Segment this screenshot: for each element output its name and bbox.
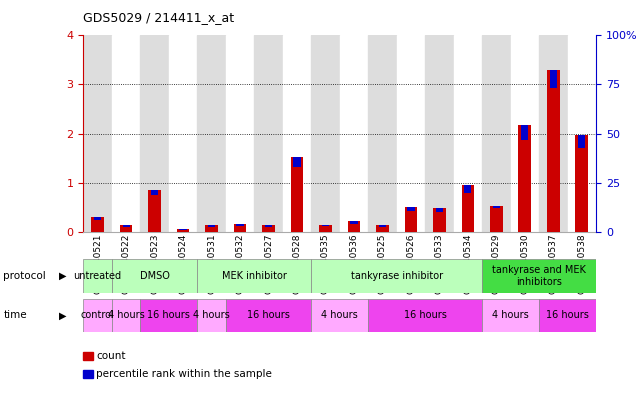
Bar — [368, 35, 397, 232]
Bar — [576, 135, 588, 232]
Bar — [312, 259, 482, 293]
Bar — [319, 225, 332, 232]
Bar — [425, 35, 454, 232]
Bar — [322, 225, 329, 226]
Text: 16 hours: 16 hours — [404, 310, 447, 320]
Bar — [112, 35, 140, 232]
Text: 4 hours: 4 hours — [193, 310, 230, 320]
Bar — [83, 35, 112, 232]
Bar — [226, 35, 254, 232]
Bar — [197, 299, 226, 332]
Bar — [208, 225, 215, 227]
Bar — [462, 185, 474, 232]
Text: tankyrase inhibitor: tankyrase inhibitor — [351, 271, 443, 281]
Text: 16 hours: 16 hours — [546, 310, 589, 320]
Bar — [151, 190, 158, 195]
Text: percentile rank within the sample: percentile rank within the sample — [96, 369, 272, 379]
Bar — [568, 35, 596, 232]
Bar — [237, 224, 244, 226]
Text: 16 hours: 16 hours — [147, 310, 190, 320]
Bar — [436, 208, 443, 212]
Bar — [312, 35, 340, 232]
Text: ▶: ▶ — [59, 271, 67, 281]
Bar — [265, 225, 272, 228]
Bar — [397, 35, 425, 232]
Bar — [290, 157, 303, 232]
Text: tankyrase and MEK
inhibitors: tankyrase and MEK inhibitors — [492, 265, 586, 287]
Bar — [148, 190, 161, 232]
Bar — [112, 259, 197, 293]
Bar — [493, 206, 500, 208]
Bar — [283, 35, 312, 232]
Bar — [482, 35, 511, 232]
Bar — [83, 299, 112, 332]
Bar — [169, 35, 197, 232]
Bar — [233, 224, 246, 232]
Bar — [539, 35, 568, 232]
Bar — [433, 208, 446, 232]
Bar — [539, 299, 596, 332]
Bar — [404, 207, 417, 232]
Bar — [254, 35, 283, 232]
Bar — [547, 70, 560, 232]
Bar — [177, 230, 190, 232]
Bar — [578, 135, 585, 148]
Bar — [294, 157, 301, 167]
Bar — [112, 299, 140, 332]
Bar — [379, 226, 386, 228]
Text: ▶: ▶ — [59, 310, 67, 320]
Bar — [312, 299, 368, 332]
Text: 4 hours: 4 hours — [492, 310, 529, 320]
Bar — [490, 206, 503, 232]
Bar — [94, 217, 101, 220]
Text: untreated: untreated — [74, 271, 122, 281]
Bar — [454, 35, 482, 232]
Bar — [351, 221, 358, 224]
Bar — [347, 221, 360, 232]
Bar — [120, 226, 133, 232]
Bar — [197, 35, 226, 232]
Bar — [140, 35, 169, 232]
Bar — [519, 125, 531, 232]
Text: DMSO: DMSO — [140, 271, 169, 281]
Bar — [226, 299, 312, 332]
Bar — [91, 217, 104, 232]
Bar — [482, 299, 539, 332]
Bar — [521, 125, 528, 140]
Text: protocol: protocol — [3, 271, 46, 281]
Text: 16 hours: 16 hours — [247, 310, 290, 320]
Bar — [340, 35, 368, 232]
Text: time: time — [3, 310, 27, 320]
Bar — [408, 207, 415, 211]
Bar — [376, 226, 389, 232]
Bar — [140, 299, 197, 332]
Text: count: count — [96, 351, 126, 361]
Text: GDS5029 / 214411_x_at: GDS5029 / 214411_x_at — [83, 11, 235, 24]
Bar — [511, 35, 539, 232]
Bar — [262, 225, 275, 232]
Bar — [482, 259, 596, 293]
Text: 4 hours: 4 hours — [108, 310, 144, 320]
Text: 4 hours: 4 hours — [321, 310, 358, 320]
Bar — [550, 70, 557, 88]
Bar — [122, 226, 129, 228]
Bar — [83, 259, 112, 293]
Bar — [464, 185, 472, 193]
Bar — [368, 299, 482, 332]
Bar — [205, 225, 218, 232]
Text: MEK inhibitor: MEK inhibitor — [222, 271, 287, 281]
Text: control: control — [81, 310, 115, 320]
Bar — [197, 259, 312, 293]
